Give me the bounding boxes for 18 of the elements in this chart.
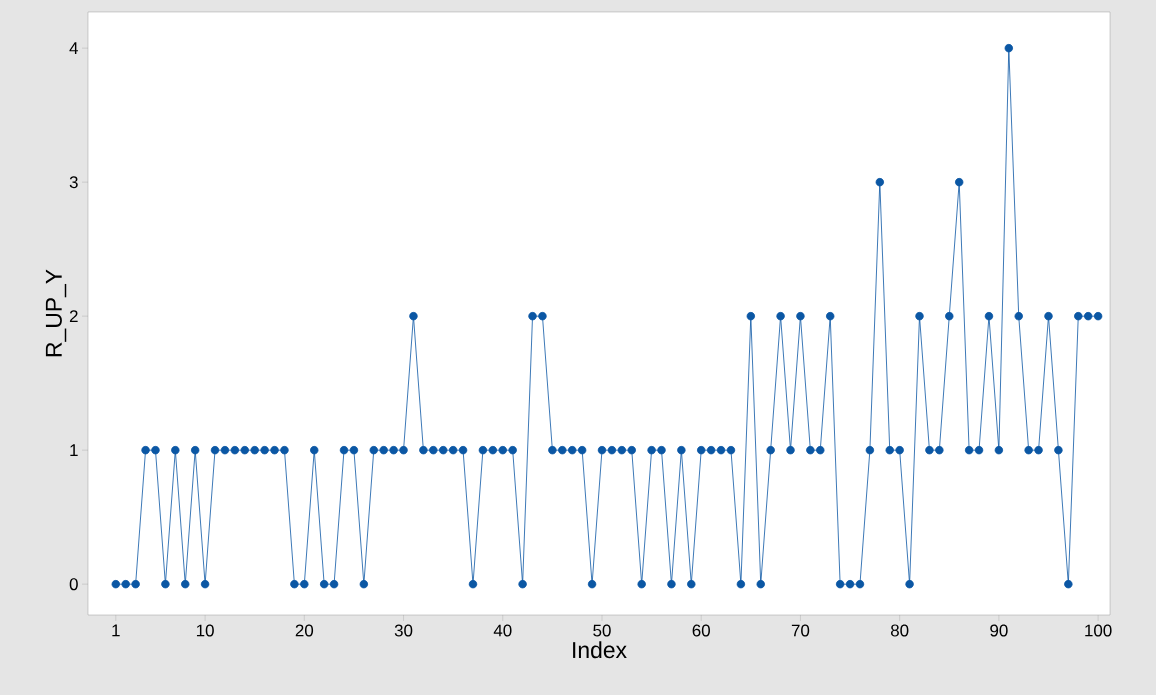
x-tick-label: 10 — [196, 624, 214, 637]
x-tick-label: 100 — [1085, 624, 1112, 637]
x-tick-label: 30 — [394, 624, 413, 637]
x-tick-label: 60 — [692, 624, 710, 637]
x-tick-label: 70 — [791, 624, 810, 637]
x-tick-label: 80 — [890, 624, 909, 637]
y-axis-title: R_UP_Y — [45, 269, 67, 357]
y-tick-label: 3 — [69, 176, 78, 189]
x-tick-label: 20 — [295, 624, 314, 637]
x-tick-label: 50 — [593, 624, 611, 637]
y-tick-label: 0 — [69, 578, 78, 591]
y-tick-label: 2 — [69, 310, 78, 323]
x-axis-title: Index — [573, 641, 627, 659]
y-tick-label: 4 — [69, 42, 78, 54]
x-tick-label: 90 — [990, 624, 1008, 637]
x-tick-label: 1 — [112, 624, 120, 637]
y-tick-label: 1 — [70, 444, 78, 456]
x-tick-label: 40 — [493, 624, 512, 637]
